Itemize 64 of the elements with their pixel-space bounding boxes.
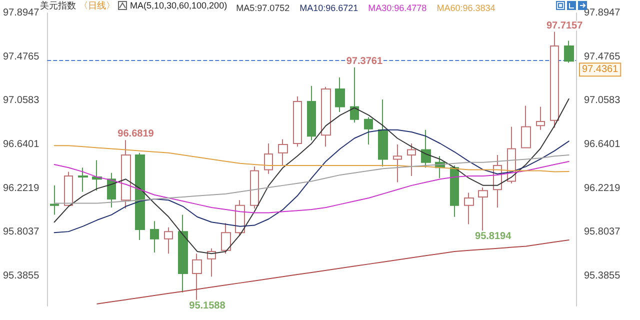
y2-tick-label: 95.8037 (584, 226, 621, 238)
candlestick (421, 129, 431, 168)
y2-tick-label: 97.4765 (584, 51, 621, 62)
y-tick-label: 95.8037 (2, 226, 40, 238)
chart-subtitle: 〈日线〉 (79, 0, 115, 10)
text: MA60:96.3834 (436, 3, 496, 13)
candlestick (564, 40, 574, 64)
annotation: 97.3761 (346, 56, 383, 67)
candlestick (407, 142, 416, 176)
ref-line-label: 97.4361 (582, 64, 619, 76)
candlestick (264, 142, 273, 174)
text: MA10:96.6721 (300, 3, 358, 13)
candlestick (107, 172, 116, 208)
y-tick-label: 97.0583 (2, 95, 40, 106)
candlestick (393, 144, 402, 183)
candlestick (450, 165, 459, 218)
y-tick-label: 96.6401 (2, 139, 40, 150)
candlestick (335, 76, 345, 113)
text: MA(5,10,30,60,100,200) (130, 0, 228, 10)
candlestick (92, 160, 102, 192)
candlestick (536, 106, 545, 130)
candlestick (321, 86, 331, 148)
candlestick (150, 220, 159, 254)
candlestick (164, 226, 173, 254)
candlestick (364, 116, 373, 146)
y2-tick-label: 96.6401 (584, 139, 621, 150)
y-tick-label: 97.4765 (2, 51, 40, 62)
y-tick-label: 96.2219 (2, 182, 40, 194)
candlestick (178, 214, 188, 293)
line-series (54, 129, 570, 234)
line-series (54, 161, 570, 214)
text: MA30:96.4778 (368, 3, 427, 13)
y2-tick-label: 95.3855 (584, 270, 621, 282)
candlestick (293, 96, 302, 148)
line-series (54, 154, 570, 204)
y-tick-label: 95.3855 (2, 270, 40, 282)
line-series (54, 145, 570, 172)
y2-tick-label: 97.0583 (584, 95, 621, 106)
candlestick (278, 138, 288, 166)
candlestick (135, 152, 145, 240)
y-tick-label: 97.8947 (2, 8, 40, 18)
annotation: 96.6819 (118, 128, 154, 140)
candlestick (64, 171, 73, 207)
candlestick (521, 105, 531, 148)
annotation: 97.7157 (546, 20, 584, 32)
candlestick (192, 253, 202, 300)
candlestick (78, 167, 88, 192)
annotation: 95.8194 (475, 231, 512, 242)
y2-tick-label: 97.8947 (584, 8, 621, 18)
candlestick (121, 140, 131, 209)
candlestick (350, 66, 359, 124)
candlestick (307, 85, 316, 141)
line-series (54, 98, 570, 254)
candlestick (221, 222, 231, 254)
candlestick (478, 187, 488, 232)
candlestick (378, 98, 388, 168)
chart-title: 美元指数 (40, 0, 76, 10)
candlestick (235, 200, 245, 236)
candlestick (250, 166, 259, 209)
candlestick (464, 192, 474, 225)
text: MA5:97.0752 (236, 3, 290, 13)
y2-tick-label: 96.2219 (584, 182, 621, 194)
annotation: 95.1588 (189, 300, 226, 312)
candlestick (50, 184, 59, 216)
